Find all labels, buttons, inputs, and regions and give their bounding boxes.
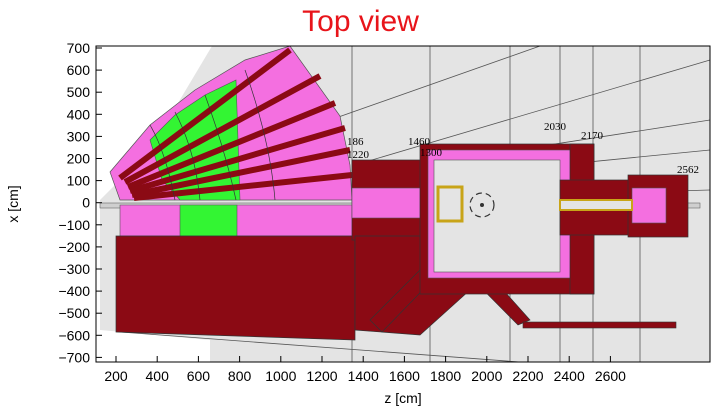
x-tick-label: 800 — [228, 368, 252, 384]
annotation-2562: 2562 — [677, 164, 699, 176]
y-tick-label: −300 — [58, 261, 90, 277]
central-green-block — [179, 204, 238, 237]
y-tick-label: 600 — [67, 62, 91, 78]
y-tick-label: 200 — [67, 151, 91, 167]
y-axis-label: x [cm] — [5, 185, 21, 222]
x-axis-label: z [cm] — [384, 390, 421, 406]
x-tick-label: 600 — [187, 368, 211, 384]
x-tick-label: 2600 — [595, 368, 626, 384]
x-tick-label: 2200 — [512, 368, 543, 384]
downstream-block — [559, 143, 689, 295]
annotation-1220: 1220 — [347, 149, 370, 161]
x-tick-label: 2000 — [471, 368, 502, 384]
dimension-annotations: 186 1220 1460 1300 2030 2170 2562 — [347, 121, 699, 176]
x-tick-label: 1800 — [430, 368, 461, 384]
y-tick-label: 400 — [67, 106, 91, 122]
y-tick-label: −200 — [58, 239, 90, 255]
annotation-2170: 2170 — [581, 130, 604, 142]
y-tick-label: 100 — [67, 173, 91, 189]
lower-iron-block — [115, 235, 356, 341]
y-axis: 700 600 500 400 300 200 100 0 −100 −200 −300 −400 −5… — [58, 40, 102, 365]
spectrometer-frame — [419, 143, 595, 295]
x-tick-label: 1400 — [348, 368, 379, 384]
y-tick-label: −400 — [58, 283, 90, 299]
x-tick-label: 200 — [104, 368, 128, 384]
x-tick-label: 1000 — [265, 368, 296, 384]
x-tick-label: 1200 — [306, 368, 337, 384]
y-tick-label: 0 — [82, 195, 90, 211]
annotation-186: 186 — [347, 136, 364, 148]
y-tick-label: −100 — [58, 217, 90, 233]
y-tick-label: −700 — [58, 349, 90, 365]
annotation-1300: 1300 — [420, 147, 443, 159]
y-tick-label: −500 — [58, 305, 90, 321]
plot-frame — [95, 45, 711, 363]
upper-fan-detector — [109, 45, 353, 201]
middle-magenta-strip — [351, 187, 431, 219]
y-tick-label: 700 — [67, 40, 91, 56]
diagram-title: Top view — [302, 5, 419, 38]
x-tick-label: 1600 — [389, 368, 420, 384]
x-tick-label: 400 — [146, 368, 170, 384]
central-magenta-block — [119, 204, 356, 237]
y-tick-label: 500 — [67, 84, 91, 100]
annotation-1460: 1460 — [408, 136, 431, 148]
y-tick-label: −600 — [58, 327, 90, 343]
y-tick-label: 300 — [67, 128, 91, 144]
x-tick-label: 2400 — [554, 368, 585, 384]
x-axis: 200 400 600 800 1000 1200 1400 1600 1800 2000 2200… — [104, 356, 626, 384]
annotation-2030: 2030 — [544, 121, 567, 133]
